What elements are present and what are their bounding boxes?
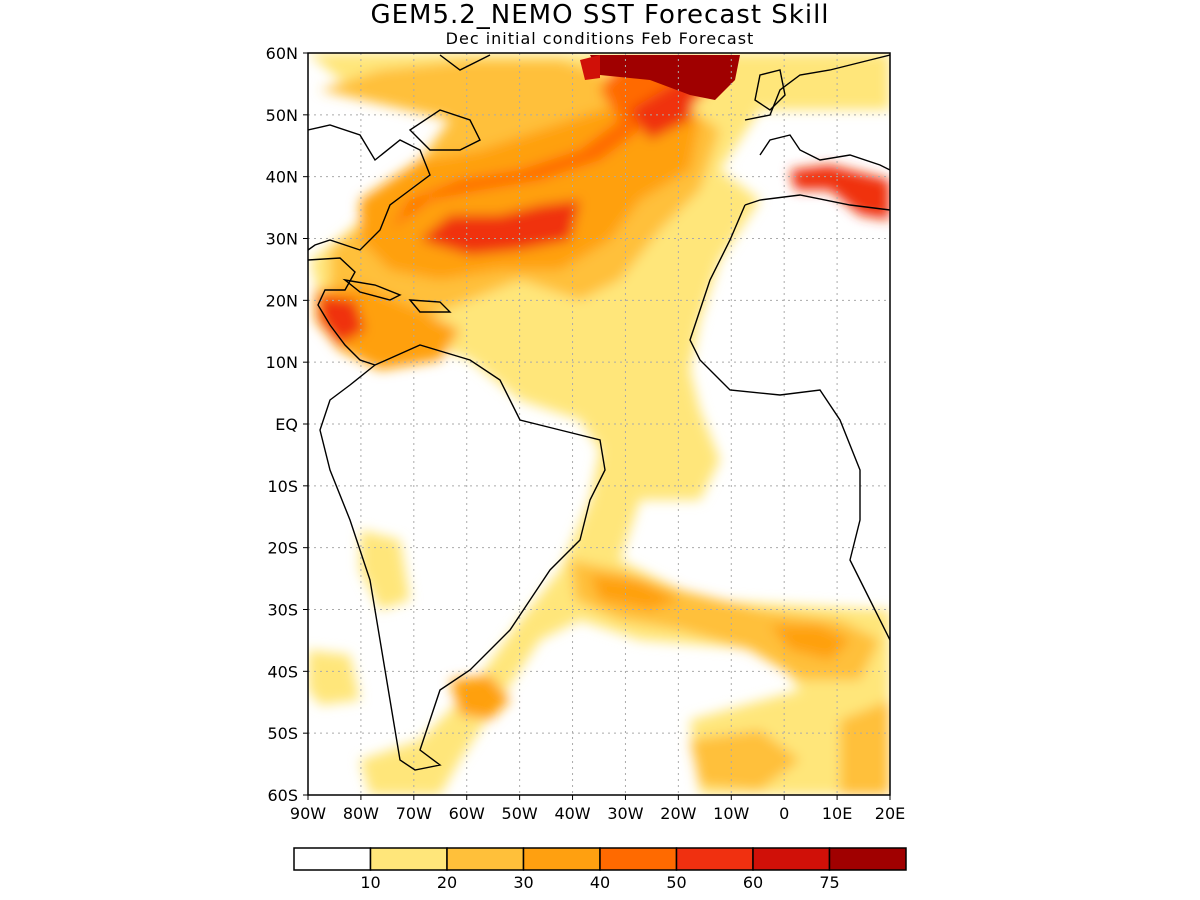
colorbar-label: 10 — [360, 873, 380, 892]
skill-region-light-orange — [840, 700, 890, 795]
latitude-label: 10N — [266, 353, 298, 372]
colorbar-swatch — [828, 847, 907, 871]
latitude-label: 30S — [267, 601, 298, 620]
longitude-label: 30W — [607, 804, 643, 823]
longitude-label: 40W — [554, 804, 590, 823]
skill-region-orange — [770, 625, 850, 660]
longitude-labels: 90W 80W 70W 60W 50W 40W 30W 20W 10W 0 10E 20E — [290, 795, 905, 823]
longitude-label: 20W — [660, 804, 696, 823]
skill-field — [308, 53, 890, 795]
colorbar-label: 40 — [590, 873, 610, 892]
skill-region-orange — [590, 575, 680, 610]
chart-subtitle: Dec initial conditions Feb Forecast — [445, 29, 755, 48]
skill-region-red — [420, 200, 580, 255]
colorbar-label: 30 — [513, 873, 533, 892]
coastline-gulf-mexico — [308, 257, 376, 366]
coastline-north-america — [308, 124, 431, 251]
latitude-label: 20N — [266, 291, 298, 310]
latitude-label: 40N — [266, 168, 298, 187]
longitude-label: 80W — [343, 804, 379, 823]
longitude-label: 20E — [875, 804, 905, 823]
colorbar-swatch — [293, 847, 372, 871]
skill-region-red — [790, 165, 890, 220]
coastline-cuba — [342, 278, 402, 301]
skill-region-dark-red — [580, 55, 600, 80]
coastline-south-america — [319, 344, 606, 771]
colorbar-swatch — [446, 847, 525, 871]
coastline-hispaniola — [408, 299, 452, 313]
colorbar-label: 20 — [437, 873, 457, 892]
longitude-label: 10W — [713, 804, 749, 823]
skill-region-dark-orange — [390, 60, 720, 230]
colorbar-labels: 10 20 30 40 50 60 75 — [360, 873, 839, 892]
skill-region-darkest — [590, 55, 740, 100]
latitude-label: 60N — [266, 44, 298, 63]
skill-region-orange — [450, 675, 510, 720]
coastline-greenland — [439, 54, 491, 71]
longitude-label: 0 — [779, 804, 789, 823]
latitude-labels: 60N 50N 40N 30N 20N 10N EQ 10S 20S 30S 40S 50S 60S — [266, 44, 308, 805]
longitude-label: 90W — [290, 804, 326, 823]
coastlines — [308, 54, 890, 771]
colorbar-swatch — [752, 847, 831, 871]
latitude-label: 30N — [266, 230, 298, 249]
latitude-label: 60S — [267, 786, 298, 805]
colorbar-label: 50 — [666, 873, 686, 892]
colorbar-swatch — [369, 847, 448, 871]
colorbar-swatch — [675, 847, 754, 871]
skill-region-yellow — [308, 650, 360, 705]
colorbar-swatch — [522, 847, 601, 871]
coastline-africa — [689, 194, 890, 641]
latitude-label: 20S — [267, 539, 298, 558]
coastline-british-isles — [754, 69, 786, 111]
longitude-label: 70W — [396, 804, 432, 823]
colorbar — [293, 847, 907, 871]
latitude-label: 50S — [267, 724, 298, 743]
coastline-newfoundland — [408, 109, 481, 151]
colorbar-label: 60 — [743, 873, 763, 892]
chart-title: GEM5.2_NEMO SST Forecast Skill — [370, 0, 830, 30]
longitude-label: 60W — [449, 804, 485, 823]
longitude-label: 10E — [822, 804, 852, 823]
coastline-europe — [744, 54, 890, 171]
latitude-label: 10S — [267, 477, 298, 496]
longitude-label: 50W — [502, 804, 538, 823]
latitude-label: 50N — [266, 106, 298, 125]
latitude-label: EQ — [275, 415, 298, 434]
skill-region-light-orange — [690, 730, 800, 790]
skill-region-yellow — [360, 530, 410, 610]
colorbar-swatch — [599, 847, 678, 871]
latitude-label: 40S — [267, 662, 298, 681]
map-grid — [308, 53, 890, 795]
skill-region-red — [320, 295, 365, 345]
colorbar-label: 75 — [819, 873, 839, 892]
